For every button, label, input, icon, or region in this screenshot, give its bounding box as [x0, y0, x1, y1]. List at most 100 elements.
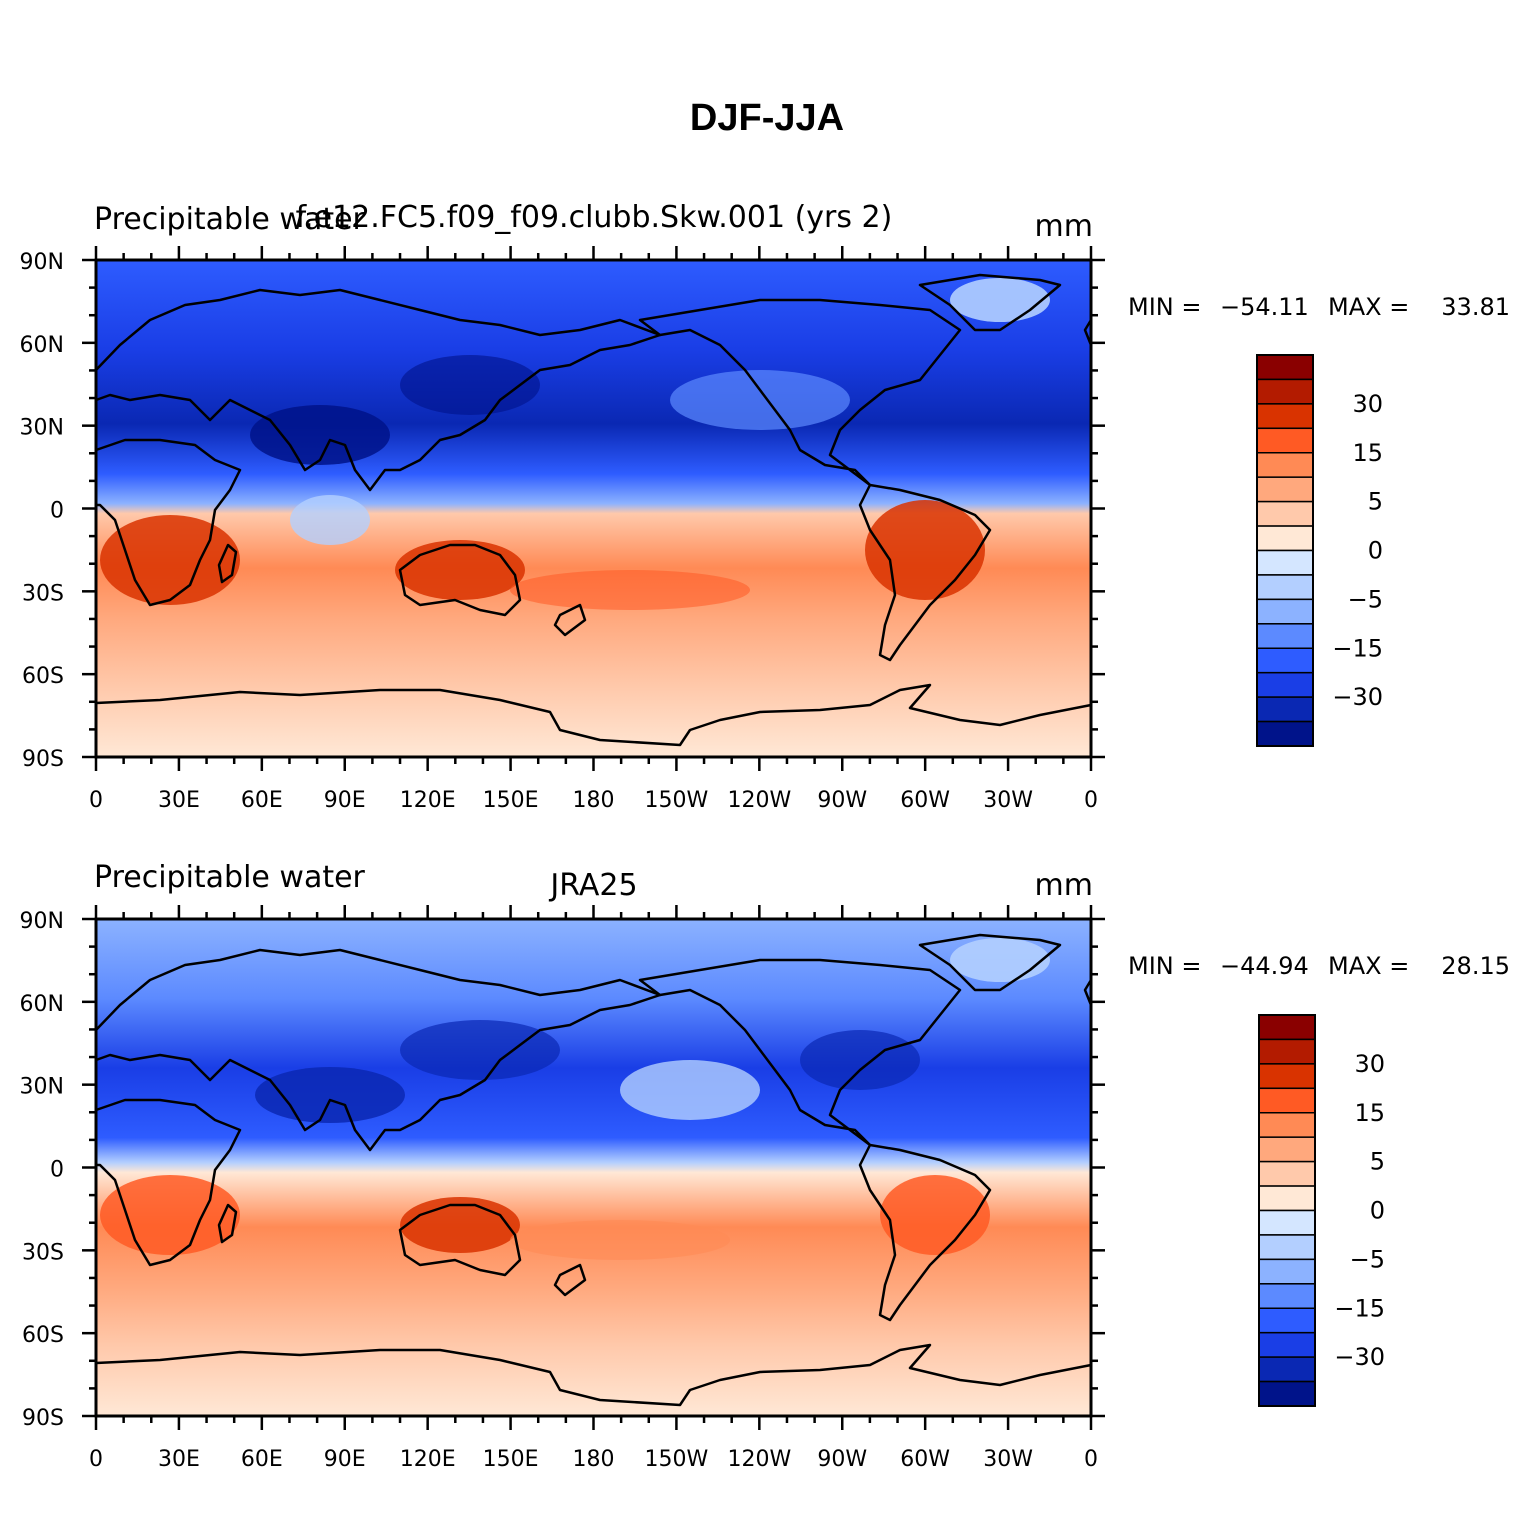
panel-2-anomaly-samerica [880, 1175, 990, 1255]
panel-2-max-value: 28.15 [1441, 952, 1510, 980]
panel-2-colorbar: 30 15 5 0 −5 −15 −30 [1258, 1014, 1385, 1407]
lat-tick-label: 0 [50, 1158, 64, 1183]
lat-tick-label: 90S [22, 1406, 64, 1431]
lon-tick-label: 60W [900, 788, 950, 813]
coast-south-america [858, 483, 992, 662]
colorbar-box [1256, 452, 1314, 478]
lon-tick-label: 180 [573, 788, 615, 813]
colorbar-label: 5 [1370, 1148, 1385, 1176]
coast-australia [398, 1203, 522, 1277]
lon-tick-label: 30E [158, 1447, 200, 1472]
colorbar-box [1258, 1331, 1316, 1358]
colorbar-box [1258, 1283, 1316, 1309]
panel-1-min-value: −54.11 [1220, 293, 1309, 321]
colorbar-box [1256, 598, 1314, 625]
panel-1-map [95, 260, 1093, 757]
coast-south-america [858, 1143, 992, 1322]
panel-1-colorbar: 30 15 5 0 −5 −15 −30 [1256, 354, 1383, 747]
panel-2-min-value: −44.94 [1220, 952, 1309, 980]
panel-1-min-label: MIN = [1128, 293, 1201, 321]
panel-2-map [95, 919, 1093, 1416]
colorbar-label: −5 [1350, 1245, 1385, 1273]
lat-tick-label: 90N [20, 250, 64, 275]
lon-tick-label: 60W [900, 1447, 950, 1472]
panel-2-anomaly-east-asia [400, 1020, 560, 1080]
figure-title: DJF-JJA [690, 97, 844, 139]
panel-1-coastlines [95, 273, 1093, 747]
lat-tick-label: 30S [22, 581, 64, 606]
lat-tick-label: 60S [22, 664, 64, 689]
lon-tick-label: 150W [645, 1447, 709, 1472]
colorbar-label: 30 [1352, 390, 1383, 418]
colorbar-box [1256, 647, 1314, 674]
panel-1-anomaly-samerica [865, 500, 985, 600]
colorbar-box [1258, 1136, 1316, 1163]
colorbar-box [1258, 1380, 1316, 1407]
colorbar-label: −5 [1348, 585, 1383, 613]
colorbar-box [1256, 574, 1314, 601]
panel-2-coastlines [95, 933, 1093, 1407]
colorbar-box [1258, 1356, 1316, 1383]
colorbar-box [1256, 354, 1314, 381]
colorbar-label: 0 [1368, 537, 1383, 565]
lat-tick-label: 60N [20, 333, 64, 358]
coast-north-america [638, 298, 962, 487]
panel-2: Precipitable water JRA25 mm [20, 860, 1510, 1472]
colorbar-box [1256, 476, 1314, 503]
lat-tick-label: 90S [22, 747, 64, 772]
colorbar-label: −15 [1332, 634, 1383, 662]
colorbar-frame [1258, 1014, 1316, 1407]
panel-2-field [96, 919, 1091, 1416]
panel-1: Precipitable water f.e12.FC5.f09_f09.clu… [20, 200, 1510, 813]
lon-tick-label: 150E [483, 788, 539, 813]
coast-eurasia [95, 948, 662, 1152]
panel-1-max-label: MAX = [1328, 293, 1409, 321]
coast-north-america [638, 958, 962, 1147]
colorbar-box [1256, 427, 1314, 454]
lon-tick-label: 30E [158, 788, 200, 813]
lat-tick-label: 60S [22, 1323, 64, 1348]
panel-2-lon-labels: 0 30E 60E 90E 120E 150E 180 150W 120W 90W 60W 30W 0 [89, 1447, 1098, 1472]
colorbar-box [1256, 403, 1314, 430]
colorbar-label: −30 [1332, 683, 1383, 711]
colorbar-label: 0 [1370, 1197, 1385, 1225]
panel-1-anomaly-east-asia [400, 355, 540, 415]
lon-tick-label: 60E [241, 1447, 283, 1472]
panel-2-anomaly-natl [800, 1030, 920, 1090]
lon-tick-label: 150W [645, 788, 709, 813]
lat-tick-label: 30S [22, 1240, 64, 1265]
panel-1-ticks [82, 246, 1105, 771]
lon-tick-label: 0 [89, 1447, 103, 1472]
lon-tick-label: 120W [727, 788, 791, 813]
lon-tick-label: 90W [817, 1447, 867, 1472]
panel-2-center-title: JRA25 [548, 868, 637, 903]
colorbar-frame [1256, 354, 1314, 747]
lon-tick-label: 120W [727, 1447, 791, 1472]
lat-tick-label: 90N [20, 909, 64, 934]
coast-madagascar [217, 1203, 238, 1244]
colorbar-label: −15 [1334, 1294, 1385, 1322]
lat-tick-label: 30N [20, 1075, 64, 1100]
panel-2-anomaly-africa [100, 1175, 240, 1255]
lon-tick-label: 90E [324, 788, 366, 813]
coast-new-zealand [553, 1263, 587, 1297]
lon-tick-label: 120E [400, 788, 456, 813]
lon-tick-label: 90E [324, 1447, 366, 1472]
panel-1-lat-labels: 90N 60N 30N 0 30S 60S 90S [20, 250, 64, 772]
panel-1-anomaly-npac [670, 370, 850, 430]
lon-tick-label: 30W [983, 788, 1033, 813]
colorbar-box [1258, 1160, 1316, 1187]
coast-africa [95, 438, 242, 607]
lat-tick-label: 0 [50, 499, 64, 524]
coast-greenland [918, 273, 1062, 332]
panel-1-center-title: f.e12.FC5.f09_f09.clubb.Skw.001 (yrs 2) [296, 200, 893, 235]
colorbar-box [1256, 378, 1314, 405]
colorbar-box [1256, 500, 1314, 527]
colorbar-box [1258, 1209, 1316, 1236]
panel-1-anomaly-africa [100, 515, 240, 605]
panel-1-anomaly-australia [395, 540, 525, 600]
colorbar-label: −30 [1334, 1343, 1385, 1371]
panel-2-left-title: Precipitable water [94, 860, 366, 895]
colorbar-box [1258, 1258, 1316, 1285]
